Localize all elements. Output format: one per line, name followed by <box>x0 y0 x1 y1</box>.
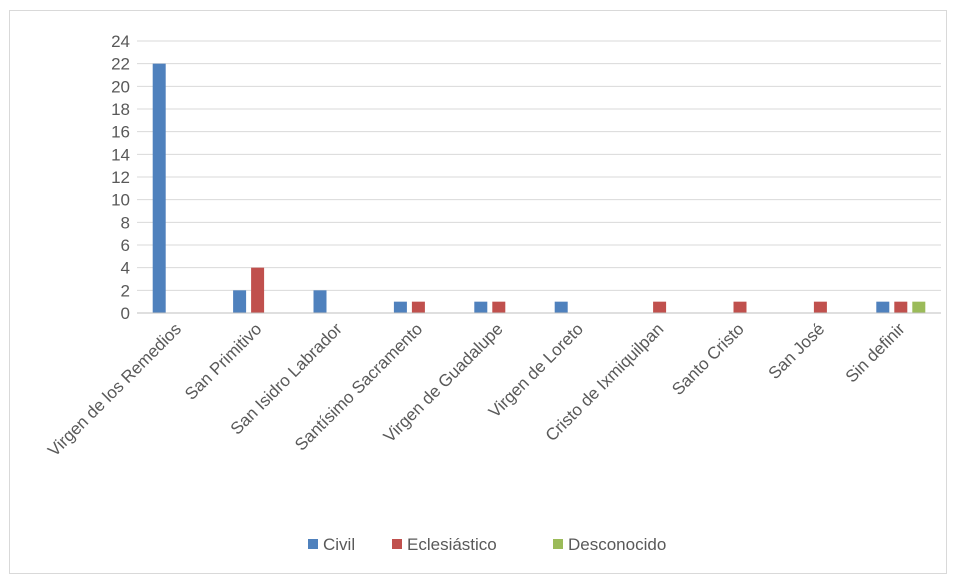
y-tick-label: 4 <box>121 259 130 278</box>
bar <box>393 301 407 313</box>
bar <box>876 301 890 313</box>
bar <box>554 301 568 313</box>
bar <box>251 267 265 313</box>
legend-label: Civil <box>323 535 355 554</box>
gridlines <box>137 40 941 291</box>
x-category-label: Virgen de los Remedios <box>44 319 185 460</box>
y-tick-label: 0 <box>121 304 130 323</box>
x-category-label: San Primitivo <box>181 319 265 403</box>
x-category-label: Sin definir <box>842 319 909 386</box>
bar <box>894 301 908 313</box>
legend-swatch <box>553 539 563 549</box>
y-tick-label: 12 <box>111 168 130 187</box>
bar <box>313 290 327 313</box>
legend: Civil Eclesiástico Desconocido <box>308 535 666 554</box>
bar <box>233 290 247 313</box>
y-tick-label: 8 <box>121 213 130 232</box>
y-tick-label: 24 <box>111 32 130 51</box>
bar <box>474 301 488 313</box>
y-tick-label: 20 <box>111 77 130 96</box>
y-tick-label: 2 <box>121 281 130 300</box>
chart-frame: 0 2 4 6 8 10 12 14 16 18 20 22 24 Virgen de los Reme… <box>9 10 947 574</box>
y-tick-label: 22 <box>111 55 130 74</box>
y-tick-label: 18 <box>111 100 130 119</box>
bar <box>733 301 747 313</box>
bar <box>912 301 926 313</box>
bar <box>492 301 506 313</box>
x-category-label: San José <box>765 319 829 383</box>
legend-label: Desconocido <box>568 535 666 554</box>
bar <box>152 63 166 313</box>
y-tick-label: 6 <box>121 236 130 255</box>
y-tick-label: 16 <box>111 123 130 142</box>
legend-swatch <box>392 539 402 549</box>
bar <box>813 301 827 313</box>
y-tick-label: 10 <box>111 191 130 210</box>
bars <box>152 63 926 313</box>
legend-swatch <box>308 539 318 549</box>
bar <box>411 301 425 313</box>
x-category-label: Santo Cristo <box>668 319 748 399</box>
bar <box>653 301 667 313</box>
y-tick-label: 14 <box>111 145 130 164</box>
legend-label: Eclesiástico <box>407 535 497 554</box>
